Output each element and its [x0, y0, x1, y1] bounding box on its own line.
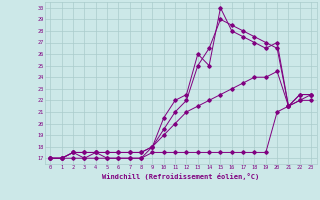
X-axis label: Windchill (Refroidissement éolien,°C): Windchill (Refroidissement éolien,°C) — [102, 173, 260, 180]
